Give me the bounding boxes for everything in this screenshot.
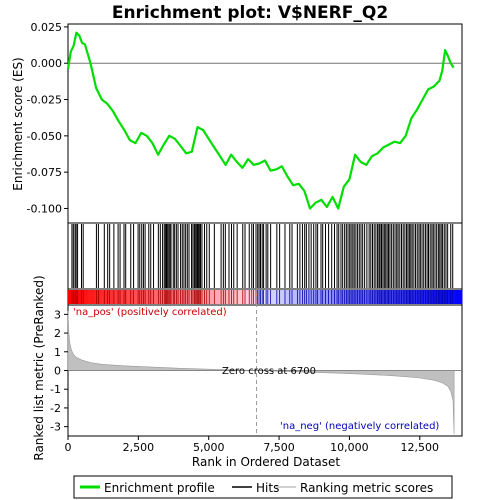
gradient-segment	[291, 290, 299, 304]
x-tick-label: 5,000	[193, 441, 225, 454]
gradient-segment	[297, 290, 305, 304]
gradient-segment	[370, 290, 378, 304]
x-tick-label: 12,500	[401, 441, 440, 454]
es-y-axis-label: Enrichment score (ES)	[11, 57, 25, 190]
legend-metric-label: Ranking metric scores	[300, 481, 433, 495]
metric-y-tick-label: -2	[50, 402, 61, 415]
es-y-tick-label: -0.100	[27, 202, 62, 215]
gradient-segment	[94, 290, 102, 304]
gradient-segment	[265, 290, 273, 304]
es-layer: 0.025 0.000 -0.025 -0.050 -0.075 -0.100	[27, 21, 462, 215]
gradient-segment	[429, 290, 437, 304]
legend-enrichment-label: Enrichment profile	[104, 481, 215, 495]
metric-y-tick-label: -3	[50, 421, 61, 434]
x-tick-label: 7,500	[263, 441, 295, 454]
es-y-tick-label: 0.025	[31, 21, 63, 34]
gradient-segment	[238, 290, 246, 304]
gradient-segment	[107, 290, 115, 304]
x-tick-label: 0	[65, 441, 72, 454]
gradient-segment	[435, 290, 443, 304]
gradient-segment	[219, 290, 227, 304]
gradient-segment	[146, 290, 154, 304]
es-y-tick-label: 0.000	[31, 57, 63, 70]
metric-layer: 3 2 1 0 -1 -2 -3 0 2,500 5,000 7,500 10,000 12,500	[50, 289, 462, 454]
gradient-segment	[159, 290, 167, 304]
gradient-segment	[74, 290, 82, 304]
gradient-segment	[81, 290, 89, 304]
gradient-segment	[383, 290, 391, 304]
gradient-segment	[199, 290, 207, 304]
es-y-tick-label: -0.025	[27, 94, 62, 107]
gradient-segment	[179, 290, 187, 304]
gradient-segment	[324, 290, 332, 304]
gradient-segment	[251, 290, 259, 304]
zero-cross-label: Zero cross at 6700	[222, 366, 316, 377]
legend-hits-label: Hits	[256, 481, 279, 495]
gradient-segment	[416, 290, 424, 304]
gradient-segment	[356, 290, 364, 304]
gradient-segment	[304, 290, 312, 304]
gradient-segment	[409, 290, 417, 304]
gradient-segment	[422, 290, 430, 304]
metric-y-tick-label: -1	[50, 383, 61, 396]
metric-y-tick-label: 0	[54, 365, 61, 378]
x-tick-label: 10,000	[330, 441, 369, 454]
x-tick-label: 2,500	[123, 441, 155, 454]
metric-y-tick-label: 2	[54, 327, 61, 340]
gradient-segment	[455, 290, 463, 304]
x-axis-label: Rank in Ordered Dataset	[192, 455, 340, 469]
gradient-segment	[343, 290, 351, 304]
gradient-segment	[133, 290, 141, 304]
gradient-segment	[212, 290, 220, 304]
metric-y-axis-label: Ranked list metric (PreRanked)	[32, 275, 46, 460]
chart-title: Enrichment plot: V$NERF_Q2	[112, 3, 388, 23]
es-y-tick-label: -0.075	[27, 166, 62, 179]
gradient-segment	[271, 290, 279, 304]
enrichment-profile-line	[66, 31, 455, 210]
gradient-segment	[68, 290, 76, 304]
legend: Enrichment profile Hits Ranking metric s…	[73, 475, 453, 499]
gradient-segment	[245, 290, 253, 304]
neg-correlated-label: 'na_neg' (negatively correlated)	[280, 421, 439, 432]
metric-y-tick-label: 3	[54, 308, 61, 321]
gradient-segment	[278, 290, 286, 304]
metric-y-tick-label: 1	[54, 346, 61, 359]
hits-layer	[71, 224, 454, 288]
gradient-segment	[284, 290, 292, 304]
gradient-segment	[232, 290, 240, 304]
legend-box	[73, 475, 453, 499]
gradient-layer	[68, 290, 463, 304]
gradient-segment	[310, 290, 319, 304]
gradient-segment	[186, 290, 194, 304]
es-y-tick-label: -0.050	[27, 130, 62, 143]
gradient-segment	[153, 290, 161, 304]
gradient-segment	[87, 290, 95, 304]
es-panel-frame	[67, 23, 463, 224]
pos-correlated-label: 'na_pos' (positively correlated)	[73, 307, 227, 318]
gradient-segment	[113, 290, 122, 304]
